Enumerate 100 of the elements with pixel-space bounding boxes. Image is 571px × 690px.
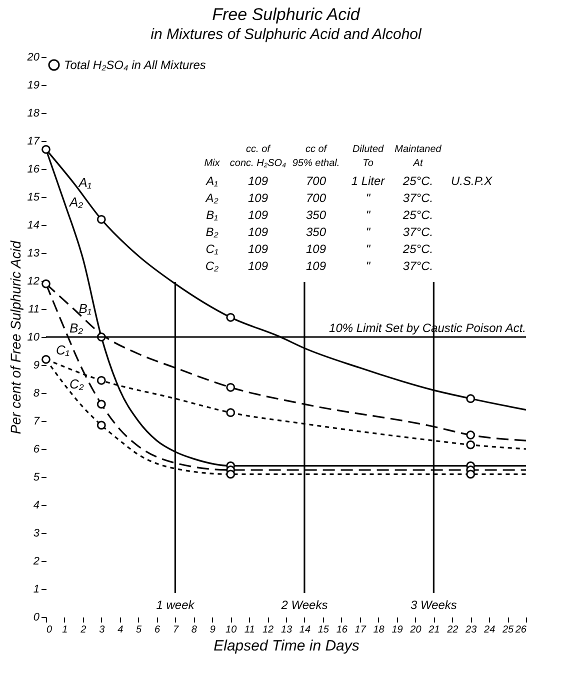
annotation: A₂ [204,191,219,205]
annotation: C₂ [205,259,220,273]
x-tick-label: 9 [210,624,216,636]
annotation: 37°C. [402,259,434,273]
ref-line-label: 1 week [156,598,196,612]
legend-label: A₂ [68,194,84,210]
series-label: C₂ [69,376,84,392]
annotation: conc. H₂SO₄ [230,158,286,169]
x-tick-label: 11 [244,624,255,636]
annotation: 37°C. [402,191,434,205]
x-tick-label: 8 [191,624,198,636]
series-label: C₁ [56,342,70,358]
annotation: " [366,225,371,239]
annotation: A₁ [205,174,218,188]
y-tick-label: 19 [27,80,40,92]
annotation: 350 [306,225,326,239]
x-tick-label: 4 [118,624,124,636]
x-tick-label: 0 [46,624,52,636]
y-tick-label: 13 [27,248,40,260]
annotation: 25°C. [402,208,434,222]
x-tick-label: 18 [373,624,385,636]
y-tick-label: 1 [33,584,40,596]
x-tick-label: 13 [280,624,292,636]
annotation: 109 [248,225,268,239]
annotation: " [366,242,371,256]
annotation: Mix [204,158,221,169]
x-tick-label: 10 [226,624,238,636]
y-tick-label: 6 [33,444,40,456]
y-tick-label: 20 [26,52,40,64]
annotation: " [366,259,371,273]
y-tick-label: 14 [27,220,40,232]
annotation: To [362,158,374,169]
annotation: 109 [248,259,268,273]
x-tick-label: 19 [392,624,404,636]
y-tick-label: 17 [27,136,40,148]
y-tick-label: 10 [27,332,40,344]
annotation: 37°C. [402,225,434,239]
y-tick-label: 16 [27,164,40,176]
annotation: 25°C. [402,242,434,256]
annotation: 109 [306,259,326,273]
annotation: 109 [248,174,268,188]
annotation: cc. of [246,144,272,155]
x-tick-label: 17 [354,624,366,636]
annotation: 1 Liter [351,174,386,188]
annotation: Diluted [352,144,384,155]
x-tick-label: 21 [428,624,440,636]
annotation: C₁ [206,242,218,256]
annotation: At [412,158,424,169]
x-tick-label: 7 [172,624,179,636]
y-tick-label: 5 [33,472,40,484]
x-tick-label: 22 [446,624,459,636]
x-axis-title: Elapsed Time in Days [214,638,360,654]
y-tick-label: 11 [28,304,40,316]
ref-line-label: 2 Weeks [280,598,328,612]
annotation: 109 [248,208,268,222]
x-tick-label: 14 [299,624,311,636]
annotation: U.S.P.X [451,174,494,188]
y-tick-label: 3 [33,528,40,540]
annotation: " [366,208,371,222]
ref-line-label: 3 Weeks [410,598,457,612]
y-axis-title: Per cent of Free Sulphuric Acid [7,240,24,434]
annotation: B₂ [206,225,219,239]
x-tick-label: 6 [154,624,160,636]
x-tick-label: 15 [318,624,330,636]
y-tick-label: 7 [33,416,40,428]
chart-subtitle: in Mixtures of Sulphuric Acid and Alcohol [150,26,422,43]
annotation: 350 [306,208,326,222]
annotation: cc of [305,144,328,155]
annotation: 109 [248,242,268,256]
x-tick-label: 3 [99,624,106,636]
annotation: 700 [306,191,326,205]
series-label: A₁ [78,175,92,190]
x-tick-label: 24 [483,624,496,636]
x-tick-label: 2 [80,624,87,636]
y-tick-label: 4 [33,500,40,512]
annotation: 109 [306,242,326,256]
annotation: 700 [306,174,326,188]
y-tick-label: 15 [27,192,40,204]
x-tick-label: 23 [464,624,478,636]
annotation: Maintaned [394,144,442,155]
y-tick-label: 9 [33,360,40,372]
annotation: 25°C. [402,174,434,188]
series-label: B₂ [69,320,84,336]
annotation: 109 [248,191,268,205]
annotation: " [366,191,371,205]
x-tick-label: 5 [136,624,142,636]
x-tick-label: 16 [336,624,348,636]
y-tick-label: 2 [32,556,40,568]
x-tick-label: 26 [514,624,527,636]
series-label: B₁ [78,301,92,316]
y-tick-label: 18 [27,108,40,120]
x-tick-label: 25 [501,624,514,636]
x-tick-label: 1 [62,624,68,636]
x-tick-label: 12 [262,624,274,636]
y-tick-label: 8 [33,388,40,400]
x-tick-label: 20 [409,624,422,636]
y-tick-label: 12 [27,276,40,288]
legend-label: Total H₂SO₄ in All Mixtures [64,58,206,72]
annotation: B₁ [206,208,218,222]
y-tick-label: 0 [33,612,40,624]
